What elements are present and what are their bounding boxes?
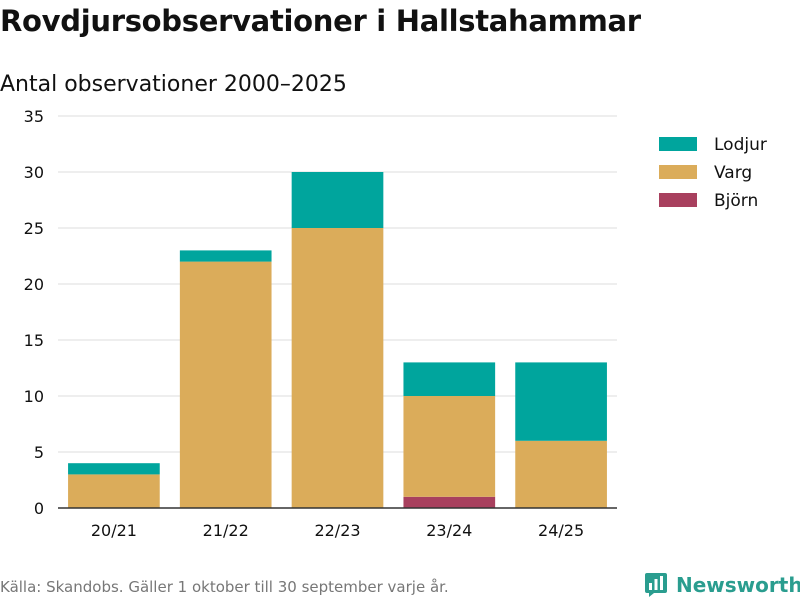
- x-tick-label: 21/22: [203, 521, 249, 540]
- bar-varg: [68, 474, 160, 508]
- bar-varg: [291, 228, 384, 508]
- y-tick-label: 25: [24, 219, 44, 238]
- legend-label: Björn: [714, 191, 758, 211]
- bar-bj-rn: [403, 496, 496, 508]
- stacked-bar-chart: 0 5 10 15 20 25 30 35 20/21 21/22 22/23 23/24 24/25 L…: [24, 107, 767, 540]
- y-tick-label: 20: [24, 275, 44, 294]
- bar-varg: [403, 396, 496, 497]
- x-tick-label: 24/25: [538, 521, 584, 540]
- legend-swatch: [659, 137, 697, 151]
- y-tick-label: 10: [24, 387, 44, 406]
- chart-title: Rovdjursobservationer i Hallstahammar: [0, 4, 641, 38]
- brand-name: Newsworthy: [676, 573, 800, 597]
- chart-subtitle: Antal observationer 2000–2025: [0, 72, 347, 97]
- legend-swatch: [659, 165, 697, 179]
- bar-lodjur: [179, 250, 272, 262]
- x-tick-label: 23/24: [426, 521, 472, 540]
- bar-lodjur: [515, 362, 607, 441]
- bar-lodjur: [403, 362, 496, 396]
- y-tick-label: 35: [24, 107, 44, 126]
- bar-varg: [515, 440, 607, 508]
- y-tick-label: 5: [34, 443, 44, 462]
- bar-lodjur: [68, 463, 160, 475]
- x-tick-label: 22/23: [314, 521, 360, 540]
- x-tick-label: 20/21: [91, 521, 137, 540]
- legend-label: Varg: [714, 163, 752, 183]
- source-note: Källa: Skandobs. Gäller 1 oktober till 3…: [0, 578, 449, 596]
- bar-varg: [179, 261, 272, 508]
- y-tick-label: 0: [34, 499, 44, 518]
- bar-lodjur: [291, 172, 384, 228]
- brand-logo: Newsworthy: [644, 570, 800, 600]
- legend-label: Lodjur: [714, 135, 767, 155]
- y-tick-label: 15: [24, 331, 44, 350]
- y-tick-label: 30: [24, 163, 44, 182]
- legend-swatch: [659, 193, 697, 207]
- newsworthy-logo-icon: [645, 573, 667, 597]
